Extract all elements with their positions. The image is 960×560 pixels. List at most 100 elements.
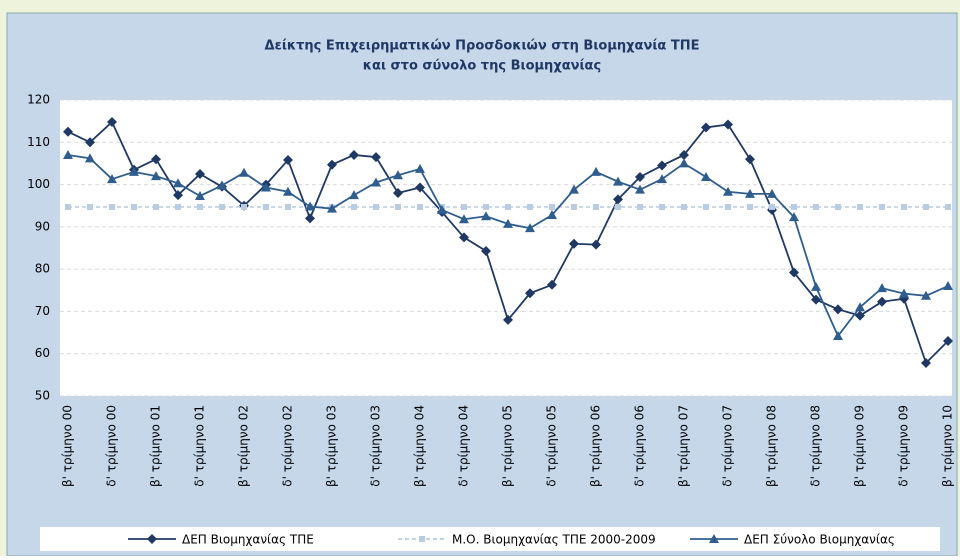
point — [175, 203, 181, 210]
point — [305, 201, 315, 211]
point — [547, 279, 557, 290]
legend-label: ΔΕΠ Βιομηχανίας ΤΠΕ — [182, 533, 314, 547]
point — [767, 188, 777, 198]
x-tick-label: β' τρίμηνο 04 — [413, 405, 427, 487]
point — [657, 160, 667, 171]
chart-title: Δείκτης Επιχειρηματικών Προσδοκιών στη Β… — [265, 39, 700, 54]
point — [877, 283, 887, 293]
point — [417, 203, 423, 210]
point — [527, 203, 533, 210]
point — [131, 203, 137, 210]
point — [855, 310, 865, 321]
point — [107, 174, 117, 184]
point — [239, 167, 249, 177]
point — [789, 212, 799, 222]
point — [393, 170, 403, 180]
point — [197, 203, 203, 210]
point — [615, 203, 621, 210]
y-tick-label: 50 — [35, 389, 50, 403]
point — [635, 171, 645, 182]
legend-marker — [419, 536, 425, 542]
point — [153, 203, 159, 210]
x-tick-label: β' τρίμηνο 02 — [237, 405, 251, 487]
plot-area — [60, 100, 952, 396]
point — [679, 149, 689, 160]
point — [569, 238, 579, 249]
point — [549, 203, 555, 210]
x-tick-label: δ' τρίμηνο 08 — [809, 405, 823, 487]
point — [195, 190, 205, 200]
x-tick-label: δ' τρίμηνο 09 — [897, 405, 911, 487]
legend-label: Μ.Ο. Βιομηχανίας ΤΠΕ 2000-2009 — [452, 533, 656, 547]
point — [63, 126, 73, 137]
point — [613, 194, 623, 205]
point — [173, 190, 183, 201]
point — [459, 232, 469, 243]
point — [679, 158, 689, 168]
y-tick-label: 100 — [27, 177, 50, 191]
point — [659, 203, 665, 210]
point — [505, 203, 511, 210]
point — [923, 203, 929, 210]
point — [901, 203, 907, 210]
point — [833, 304, 843, 315]
point — [483, 203, 489, 210]
y-tick-label: 70 — [35, 304, 50, 318]
point — [503, 218, 513, 228]
point — [637, 203, 643, 210]
point — [461, 203, 467, 210]
point — [459, 214, 469, 224]
point — [877, 296, 887, 307]
x-tick-label: δ' τρίμηνο 00 — [105, 405, 119, 487]
point — [723, 186, 733, 196]
point — [701, 122, 711, 133]
x-tick-label: δ' τρίμηνο 03 — [369, 405, 383, 487]
point — [371, 152, 381, 163]
point — [811, 294, 821, 305]
x-tick-label: δ' τρίμηνο 07 — [721, 405, 735, 487]
point — [745, 154, 755, 165]
point — [151, 171, 161, 181]
point — [283, 186, 293, 196]
point — [899, 288, 909, 298]
x-tick-label: δ' τρίμηνο 02 — [281, 405, 295, 487]
point — [591, 166, 601, 176]
x-tick-label: β' τρίμηνο 10 — [941, 405, 955, 487]
x-tick-label: δ' τρίμηνο 06 — [633, 405, 647, 487]
x-tick-label: δ' τρίμηνο 04 — [457, 405, 471, 487]
point — [503, 314, 513, 325]
point — [945, 203, 951, 210]
point — [195, 169, 205, 179]
chart-title: και στο σύνολο της Βιομηχανίας — [363, 59, 601, 74]
point — [129, 166, 139, 176]
x-tick-label: δ' τρίμηνο 01 — [193, 405, 207, 487]
x-tick-label: δ' τρίμηνο 05 — [545, 405, 559, 487]
point — [943, 281, 953, 291]
point — [571, 203, 577, 210]
point — [415, 182, 425, 193]
point — [373, 203, 379, 210]
y-tick-label: 80 — [35, 262, 50, 276]
point — [835, 203, 841, 210]
point — [635, 184, 645, 194]
point — [285, 203, 291, 210]
point — [107, 116, 117, 127]
y-tick-label: 120 — [27, 93, 50, 107]
point — [833, 330, 843, 340]
legend-box — [40, 527, 940, 551]
point — [593, 203, 599, 210]
point — [745, 188, 755, 198]
point — [791, 203, 797, 210]
point — [723, 119, 733, 130]
point — [681, 203, 687, 210]
point — [85, 137, 95, 148]
point — [813, 203, 819, 210]
x-tick-label: β' τρίμηνο 08 — [765, 405, 779, 487]
point — [393, 188, 403, 199]
point — [921, 290, 931, 300]
point — [263, 203, 269, 210]
point — [351, 203, 357, 210]
point — [701, 171, 711, 181]
point — [327, 203, 337, 213]
point — [569, 184, 579, 194]
